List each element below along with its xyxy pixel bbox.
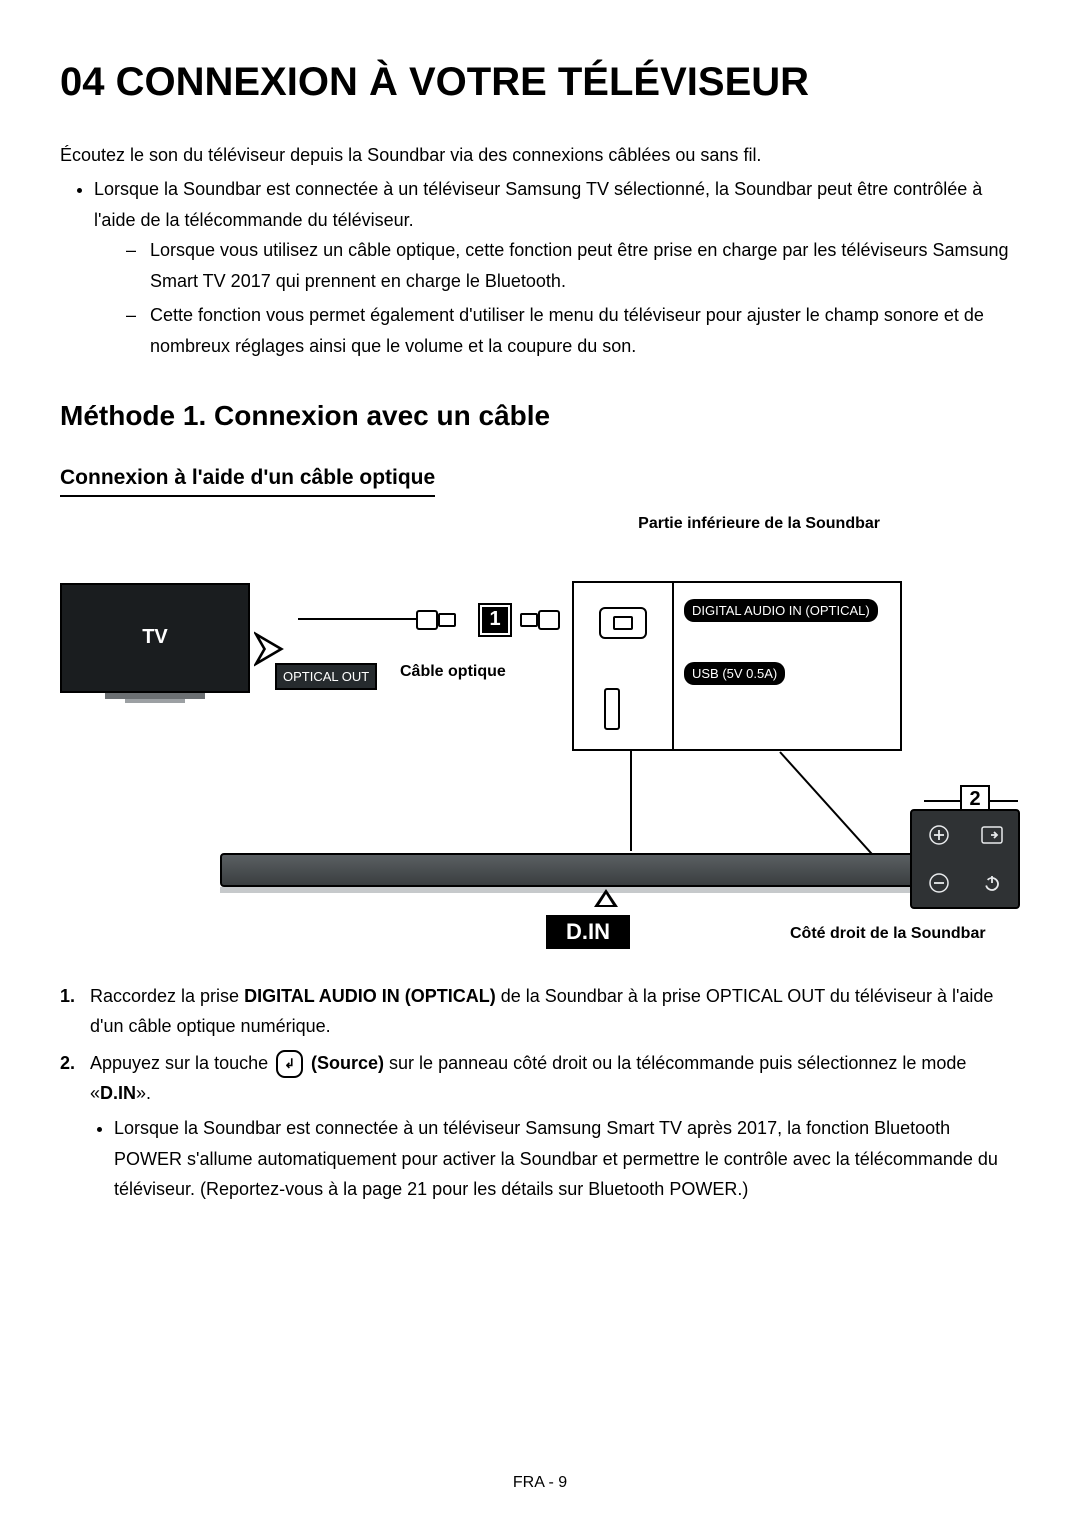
step-text: ».: [136, 1083, 151, 1103]
cable-connector-right: [520, 610, 568, 630]
page-footer: FRA - 9: [0, 1474, 1080, 1492]
soundbar-body: [220, 853, 1020, 887]
tv-illustration: TV: [60, 583, 250, 703]
section-heading: Méthode 1. Connexion avec un câble: [60, 400, 1020, 432]
subsection-heading: Connexion à l'aide d'un câble optique: [60, 466, 435, 497]
step-1: 1. Raccordez la prise DIGITAL AUDIO IN (…: [60, 981, 1020, 1042]
optical-out-label: OPTICAL OUT: [275, 663, 377, 690]
step-number: 1.: [60, 981, 75, 1012]
cable-label: Câble optique: [400, 663, 506, 681]
bullet-item: Lorsque la Soundbar est connectée à un t…: [94, 174, 1020, 362]
diagram-caption-side: Côté droit de la Soundbar: [790, 925, 986, 943]
dash-item: Lorsque vous utilisez un câble optique, …: [126, 235, 1020, 296]
volume-down-icon: [912, 859, 965, 907]
step-bold: D.IN: [100, 1083, 136, 1103]
sub-bullet-item: Lorsque la Soundbar est connectée à un t…: [114, 1113, 1020, 1205]
dash-item: Cette fonction vous permet également d'u…: [126, 300, 1020, 361]
page-title: 04 CONNEXION À VOTRE TÉLÉVISEUR: [60, 60, 1020, 105]
source-button-icon: ↲: [276, 1050, 303, 1078]
soundbar-side-controls: [910, 809, 1020, 909]
diagram-caption-top: Partie inférieure de la Soundbar: [60, 515, 1020, 533]
step-badge-1: 1: [480, 605, 510, 635]
step-number: 2.: [60, 1048, 75, 1079]
step-bold: (Source): [306, 1053, 384, 1073]
din-label: D.IN: [546, 915, 630, 949]
power-icon: [965, 859, 1018, 907]
usb-label: USB (5V 0.5A): [684, 662, 785, 685]
soundbar-ports-panel: DIGITAL AUDIO IN (OPTICAL) USB (5V 0.5A): [572, 581, 902, 751]
tv-screen: TV: [60, 583, 250, 693]
cable-connector-left: [416, 610, 464, 630]
step-2: 2. Appuyez sur la touche ↲ (Source) sur …: [60, 1048, 1020, 1205]
volume-up-icon: [912, 811, 965, 859]
usb-port-icon: [604, 688, 620, 730]
digital-audio-label: DIGITAL AUDIO IN (OPTICAL): [684, 599, 878, 622]
connection-diagram: TV OPTICAL OUT 1 Câble optique DIGITAL A…: [60, 543, 1020, 963]
source-icon: [965, 811, 1018, 859]
step-bold: DIGITAL AUDIO IN (OPTICAL): [244, 986, 496, 1006]
optical-port-icon: [599, 607, 647, 639]
step-text: Raccordez la prise: [90, 986, 244, 1006]
bullet-text: Lorsque la Soundbar est connectée à un t…: [94, 179, 982, 230]
step-text: Appuyez sur la touche: [90, 1053, 273, 1073]
intro-text: Écoutez le son du téléviseur depuis la S…: [60, 145, 1020, 166]
